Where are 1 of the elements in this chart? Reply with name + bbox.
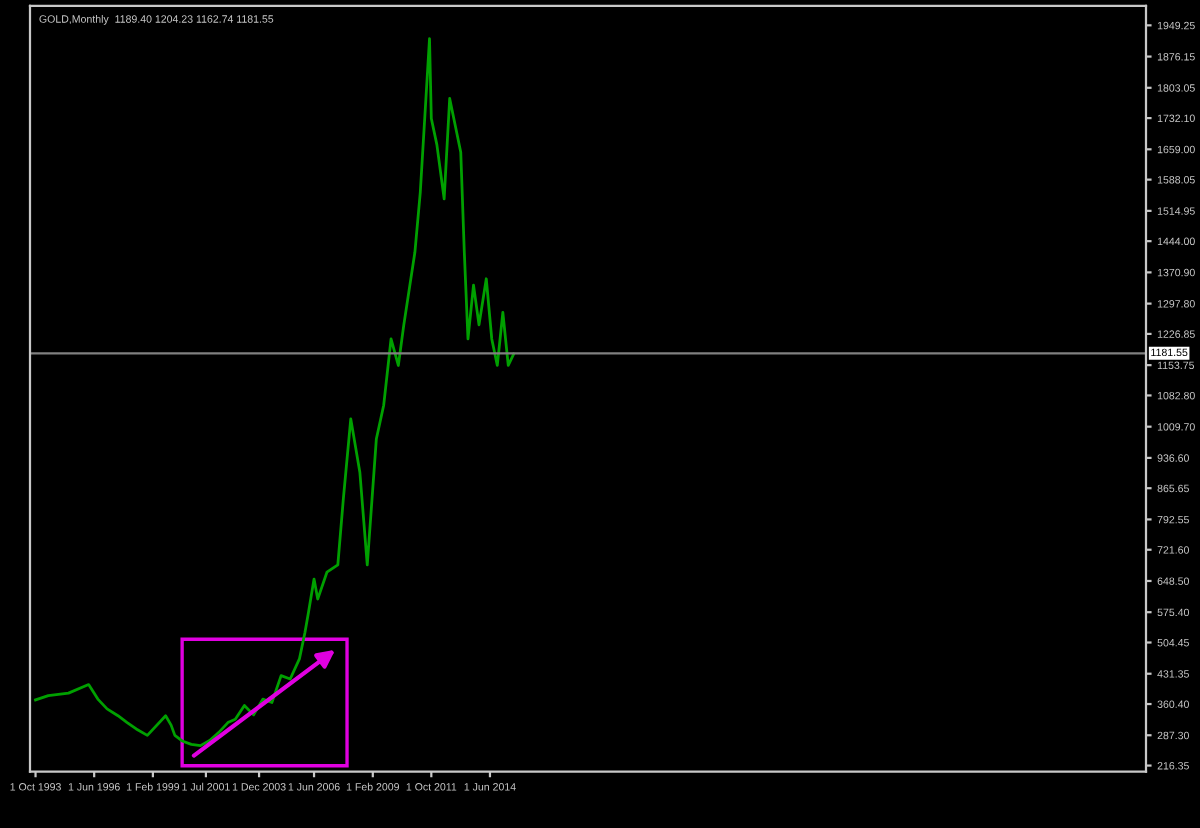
line-series [34, 37, 516, 748]
